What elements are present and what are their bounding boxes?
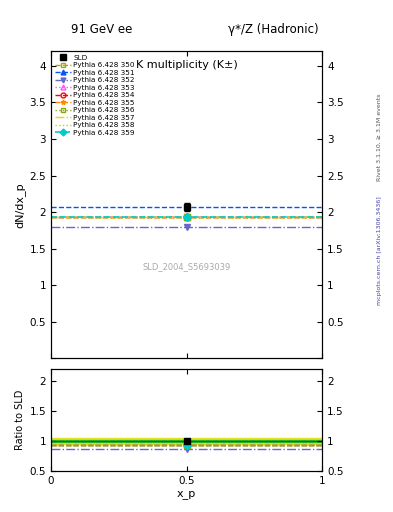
Text: γ*/Z (Hadronic): γ*/Z (Hadronic) bbox=[228, 23, 318, 36]
Text: 91 GeV ee: 91 GeV ee bbox=[71, 23, 132, 36]
Text: mcplots.cern.ch [arXiv:1306.3436]: mcplots.cern.ch [arXiv:1306.3436] bbox=[377, 197, 382, 305]
Bar bbox=[51, 438, 322, 444]
Y-axis label: dN/dx_p: dN/dx_p bbox=[15, 182, 26, 228]
Bar bbox=[51, 440, 322, 441]
Legend: SLD, Pythia 6.428 350, Pythia 6.428 351, Pythia 6.428 352, Pythia 6.428 353, Pyt: SLD, Pythia 6.428 350, Pythia 6.428 351,… bbox=[53, 53, 136, 137]
Y-axis label: Ratio to SLD: Ratio to SLD bbox=[15, 390, 26, 450]
Text: K multiplicity (K±): K multiplicity (K±) bbox=[136, 60, 237, 71]
X-axis label: x_p: x_p bbox=[177, 488, 196, 499]
Text: Rivet 3.1.10, ≥ 3.1M events: Rivet 3.1.10, ≥ 3.1M events bbox=[377, 94, 382, 181]
Text: SLD_2004_S5693039: SLD_2004_S5693039 bbox=[143, 262, 231, 271]
